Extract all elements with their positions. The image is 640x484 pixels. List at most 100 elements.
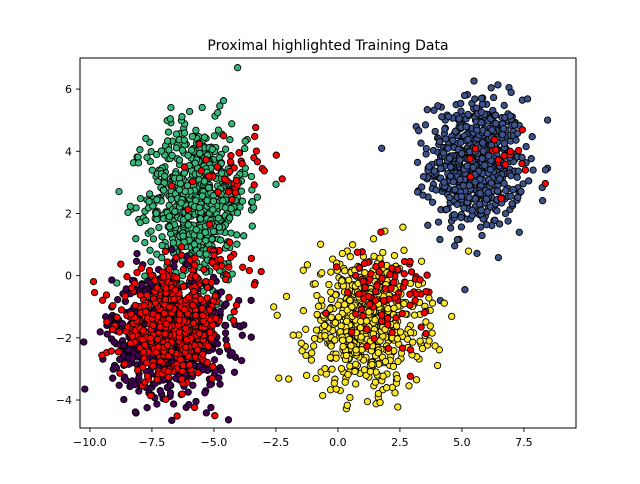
data-point [494,81,502,89]
highlighted-point [185,361,194,369]
data-point [428,299,437,307]
data-point [440,299,448,307]
data-point [339,336,347,344]
data-point [419,191,427,199]
data-point [368,360,376,369]
data-point [348,303,356,311]
data-point [146,246,154,254]
highlighted-point [195,330,204,338]
data-point [478,231,486,240]
data-point [487,84,495,92]
data-point [352,346,360,354]
highlighted-point [206,306,214,314]
data-point [319,391,327,400]
data-point [215,223,224,231]
data-point [124,208,132,217]
data-point [501,209,510,218]
highlighted-point [123,273,131,281]
highlighted-point [171,286,179,294]
highlighted-point [179,282,188,291]
highlighted-point [211,292,220,300]
data-point [519,180,527,188]
highlighted-point [518,159,526,168]
highlighted-point [163,258,172,266]
data-point [456,156,464,164]
highlighted-point [192,272,200,281]
highlighted-point [401,278,409,287]
data-point [440,178,448,186]
data-point [320,321,329,330]
highlighted-point [140,302,148,310]
highlighted-point [384,344,393,352]
data-point [171,207,179,216]
data-point [312,326,321,334]
data-point [384,305,392,313]
highlighted-point [359,277,367,286]
data-point [302,371,311,380]
data-point [110,338,118,346]
data-point [400,246,408,254]
data-point [166,115,174,123]
data-point [209,227,218,236]
data-point [158,233,166,241]
highlighted-point [90,288,99,297]
data-point [428,198,437,206]
data-point [318,269,326,277]
data-point [313,310,321,319]
data-point [321,332,329,340]
data-point [331,336,339,344]
data-point [180,129,189,137]
data-point [238,331,246,339]
data-point [460,91,469,100]
data-point [477,206,485,214]
highlighted-point [161,247,170,256]
highlighted-point [235,149,243,157]
highlighted-point [388,328,396,337]
data-point [464,135,472,144]
data-point [489,93,498,102]
data-point [317,296,326,304]
data-point [209,205,217,214]
highlighted-point [398,309,406,318]
data-point [326,353,334,362]
data-point [417,257,426,265]
data-point [202,250,210,258]
data-point [371,378,380,386]
highlighted-point [140,348,148,356]
highlighted-point [417,323,425,331]
y-axis-ticks: −4 −2 0 2 4 6 [56,83,80,407]
highlighted-point [200,265,208,274]
data-point [81,385,89,393]
data-point [430,106,438,114]
data-point [312,374,320,383]
data-point [393,374,401,383]
data-point [369,235,378,243]
highlighted-point [167,182,176,190]
data-point [439,149,448,157]
x-axis-ticks: −10.0 −7.5 −5.0 −2.5 0.0 2.5 5.0 7.5 [73,428,533,449]
highlighted-point [198,304,206,313]
highlighted-point [191,254,199,262]
data-point [112,364,121,372]
highlighted-point [411,296,419,305]
x-tick-label: −7.5 [139,436,166,449]
data-point [206,381,214,389]
data-point [158,254,166,262]
data-point [470,77,478,85]
data-point [514,167,522,175]
data-point [449,136,457,145]
data-point [473,126,481,134]
highlighted-point [386,270,394,279]
highlighted-point [384,320,392,329]
data-point [214,109,222,117]
data-point [208,145,216,153]
data-point [486,165,495,174]
highlighted-point [199,312,207,320]
data-point [230,368,239,376]
data-point [161,172,169,180]
data-point [515,228,523,236]
data-point [175,156,184,164]
data-point [158,241,166,250]
highlighted-point [208,374,216,383]
data-point [241,144,249,153]
